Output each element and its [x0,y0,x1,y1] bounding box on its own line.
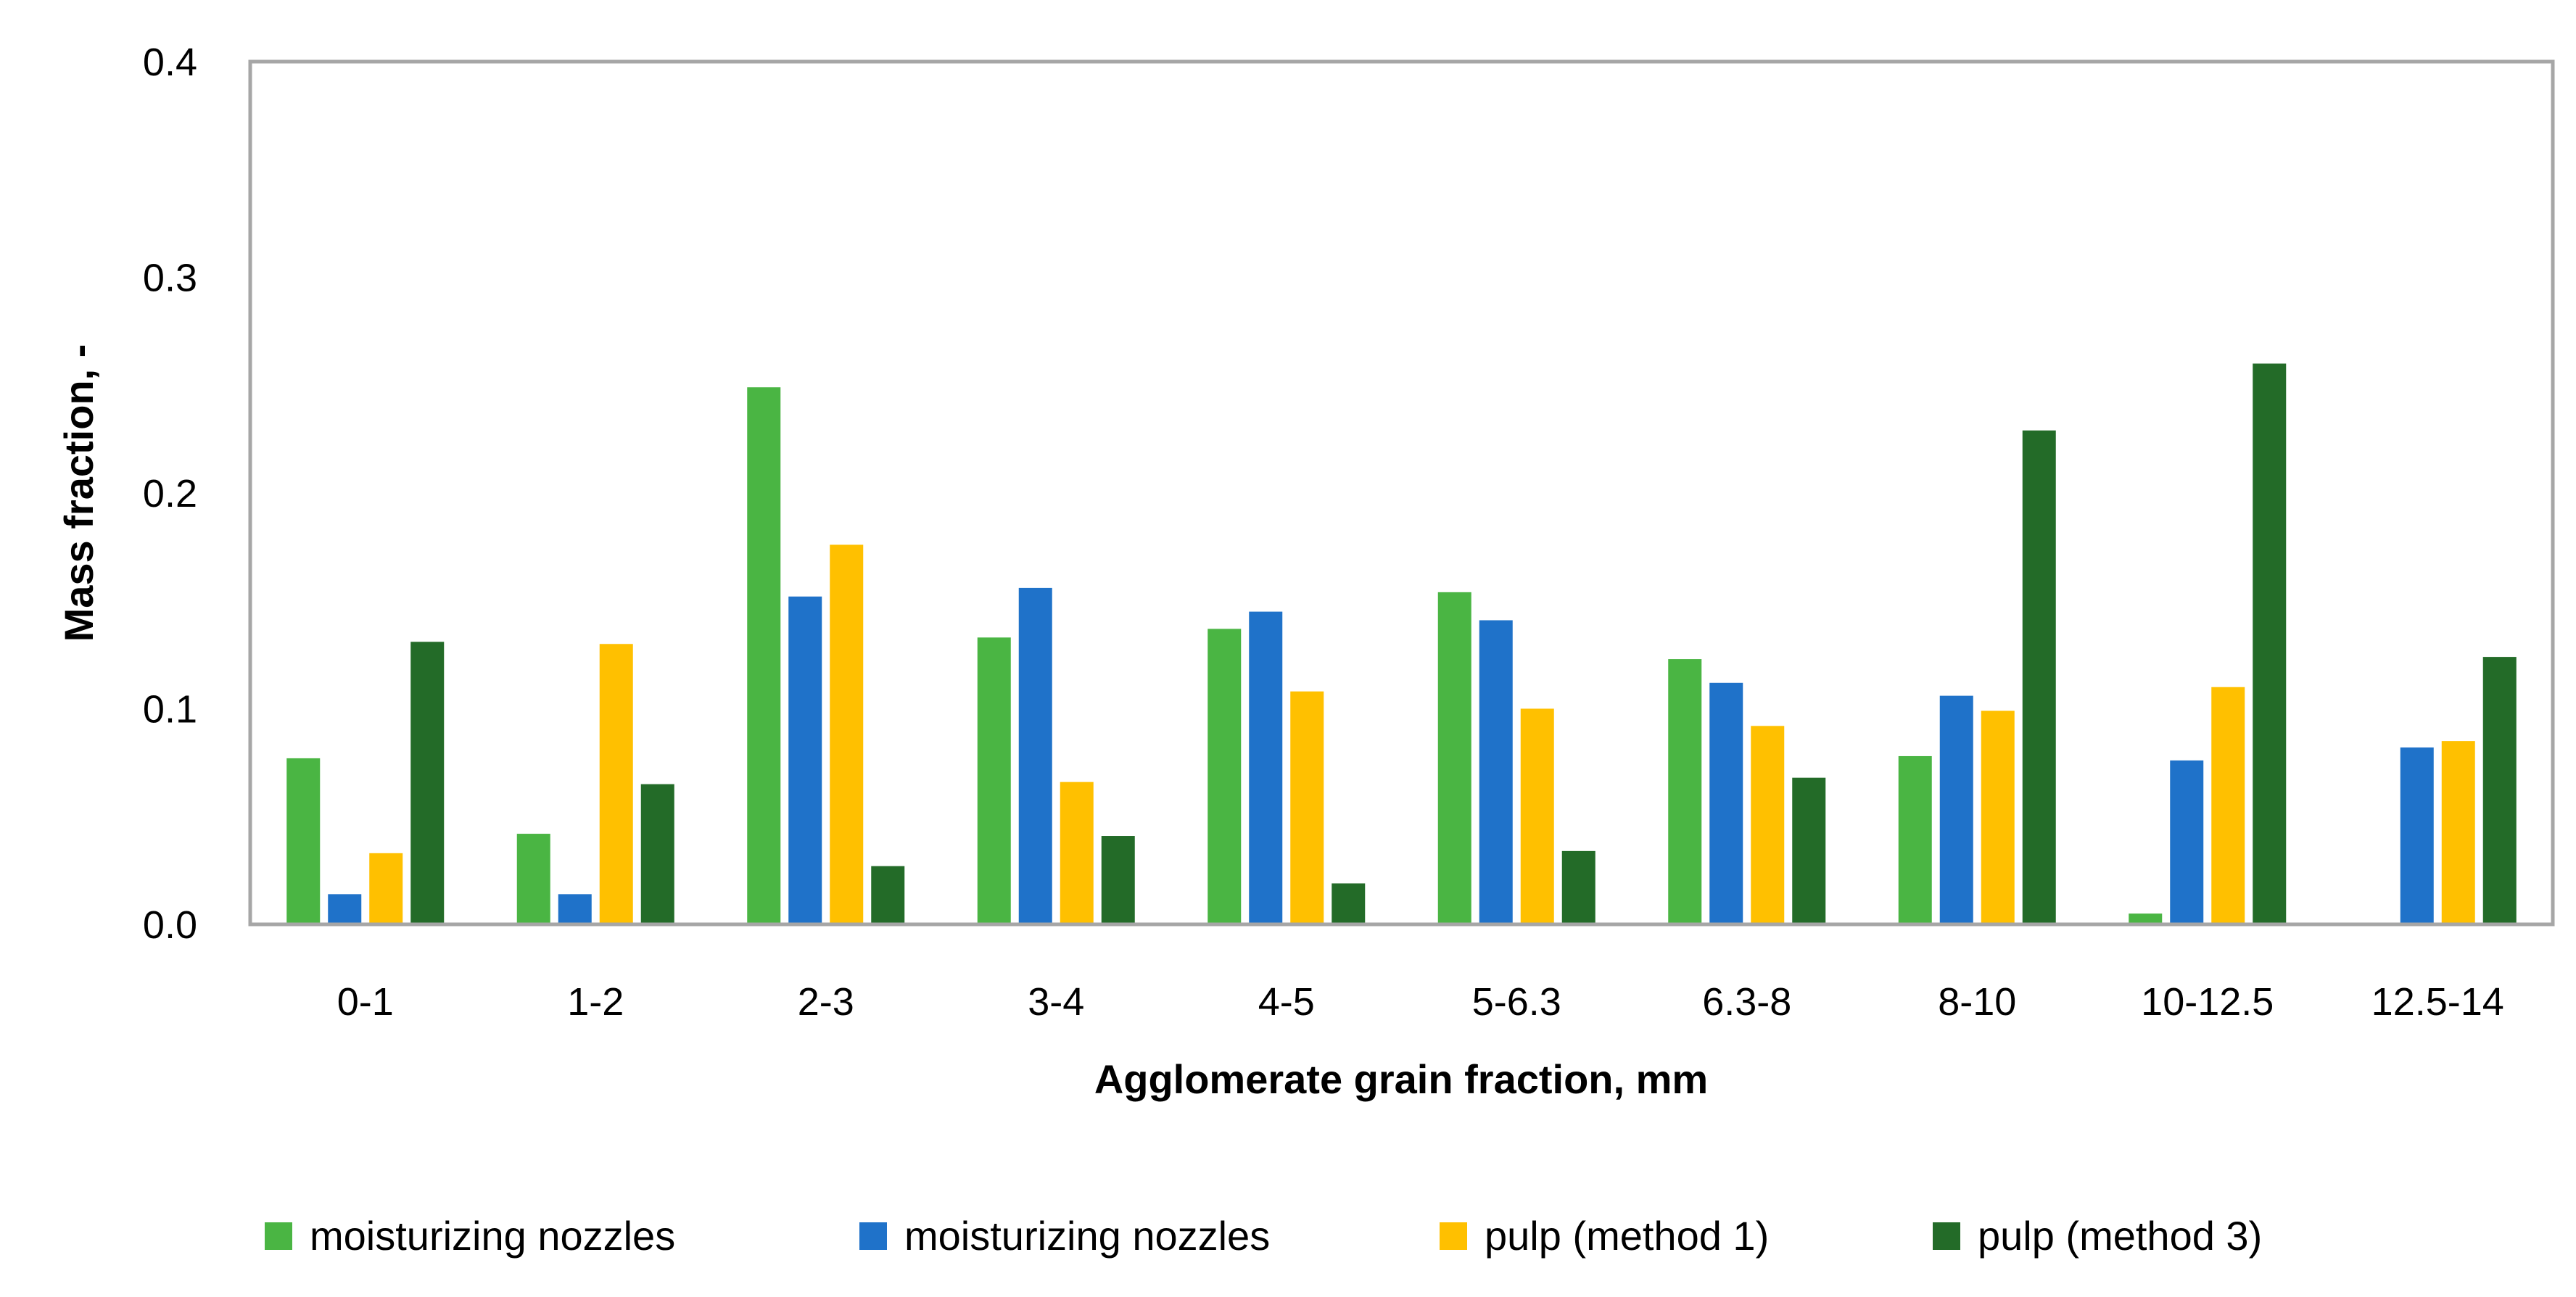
bar [1249,611,1283,924]
legend-item: pulp (method 3) [1933,1213,2262,1259]
bar [1751,726,1785,924]
legend-label: moisturizing nozzles [310,1213,675,1259]
bar [640,784,674,924]
bar [1479,620,1513,924]
bar [2482,657,2517,924]
bar [410,642,445,924]
bar [977,637,1011,924]
legend-label: pulp (method 3) [1978,1213,2262,1259]
bars-group [286,363,2517,924]
x-tick-label: 4-5 [1258,980,1315,1024]
legend-item: pulp (method 1) [1440,1213,1769,1259]
bar [830,544,864,924]
legend-item: moisturizing nozzles [859,1213,1270,1259]
bar [1668,659,1702,924]
bar [1561,850,1595,924]
bar [2170,760,2204,924]
y-tick-label: 0.0 [143,903,197,947]
legend-item: moisturizing nozzles [265,1213,675,1259]
y-tick-label: 0.4 [143,41,197,84]
legend-swatch [859,1222,887,1250]
x-tick-label: 12.5-14 [2371,980,2504,1024]
bar [1520,708,1554,924]
bar [1208,629,1242,924]
bar [369,853,403,924]
plot-frame [248,59,2555,927]
y-tick-label: 0.2 [143,472,197,515]
bar [1332,883,1366,924]
y-axis-title: Mass fraction, - [56,344,102,642]
y-tick-label: 0.1 [143,688,197,732]
legend-label: moisturizing nozzles [904,1213,1270,1259]
x-axis-title: Agglomerate grain fraction, mm [1094,1056,1708,1102]
x-tick-label: 2-3 [798,980,854,1024]
bar [788,596,822,924]
bar [2129,913,2163,924]
bar [1018,587,1052,924]
bar [1981,710,2015,924]
bar [1290,691,1324,924]
x-tick-labels: 0-1 1-2 2-3 3-4 4-5 5-6.3 6.3-8 8-10 10-12.5 12.5… [337,980,2504,1024]
legend-swatch [1933,1222,1960,1250]
legend-swatch [1440,1222,1467,1250]
bar [1437,592,1471,924]
bar [2211,687,2245,924]
x-tick-label: 5-6.3 [1472,980,1561,1024]
bar [2253,363,2287,924]
bar [2400,747,2434,924]
bar [1060,782,1094,924]
bar [1939,695,1973,924]
bar [599,644,633,924]
bar [871,866,905,924]
x-tick-label: 3-4 [1028,980,1084,1024]
bar [558,894,592,924]
bar [2022,430,2056,924]
y-tick-label: 0.3 [143,257,197,300]
bar [747,387,781,924]
legend-label: pulp (method 1) [1485,1213,1769,1259]
bar [1898,755,1932,924]
bar [1101,836,1135,924]
bar [2441,741,2475,924]
x-tick-label: 8-10 [1938,980,2016,1024]
x-tick-label: 1-2 [567,980,624,1024]
bar [286,758,321,924]
x-tick-label: 0-1 [337,980,394,1024]
bar [328,894,362,924]
x-tick-label: 10-12.5 [2141,980,2274,1024]
legend-swatch [265,1222,292,1250]
bar [1709,682,1743,924]
legend: moisturizing nozzles moisturizing nozzles… [265,1213,2262,1259]
y-tick-labels: 0.0 0.1 0.2 0.3 0.4 [143,41,197,947]
bar [516,834,550,924]
x-tick-label: 6.3-8 [1702,980,1791,1024]
bar [1792,777,1826,924]
